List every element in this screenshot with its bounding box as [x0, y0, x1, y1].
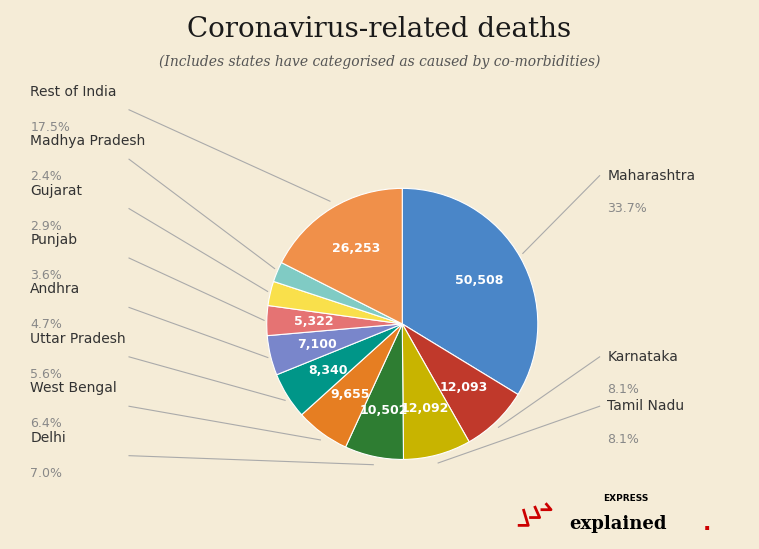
Text: 3.6%: 3.6% [30, 269, 62, 282]
Text: 50,508: 50,508 [455, 274, 503, 287]
Wedge shape [267, 324, 402, 375]
Text: 2.9%: 2.9% [30, 220, 62, 233]
Text: 7,100: 7,100 [297, 338, 336, 351]
Wedge shape [402, 188, 538, 395]
Text: Tamil Nadu: Tamil Nadu [607, 399, 685, 413]
Text: 9,655: 9,655 [330, 388, 370, 401]
Text: Maharashtra: Maharashtra [607, 169, 695, 183]
Wedge shape [282, 188, 402, 324]
Text: 12,092: 12,092 [401, 402, 449, 416]
Text: 33.7%: 33.7% [607, 202, 647, 215]
Text: 8,340: 8,340 [308, 364, 348, 377]
Wedge shape [268, 282, 402, 324]
Text: Rest of India: Rest of India [30, 85, 117, 99]
Text: 12,093: 12,093 [439, 380, 488, 394]
Text: (Includes states have categorised as caused by co-morbidities): (Includes states have categorised as cau… [159, 55, 600, 69]
Text: West Bengal: West Bengal [30, 381, 117, 395]
Text: Karnataka: Karnataka [607, 350, 678, 364]
Text: 26,253: 26,253 [332, 242, 380, 255]
Text: 10,502: 10,502 [360, 404, 408, 417]
Text: Madhya Pradesh: Madhya Pradesh [30, 134, 146, 148]
Wedge shape [402, 324, 469, 460]
Text: 2.4%: 2.4% [30, 170, 62, 183]
Wedge shape [276, 324, 402, 414]
Wedge shape [273, 262, 402, 324]
Text: 5.6%: 5.6% [30, 368, 62, 381]
Text: Gujarat: Gujarat [30, 183, 83, 198]
Wedge shape [266, 305, 402, 335]
Text: Andhra: Andhra [30, 282, 80, 296]
Text: 4.7%: 4.7% [30, 318, 62, 332]
Wedge shape [345, 324, 404, 460]
Text: 5,322: 5,322 [294, 315, 334, 328]
Text: 17.5%: 17.5% [30, 121, 71, 134]
Text: Delhi: Delhi [30, 430, 66, 445]
Wedge shape [402, 324, 518, 442]
Text: Uttar Pradesh: Uttar Pradesh [30, 332, 126, 346]
Text: 7.0%: 7.0% [30, 467, 62, 480]
Text: 6.4%: 6.4% [30, 417, 62, 430]
Text: 8.1%: 8.1% [607, 383, 639, 396]
Text: 8.1%: 8.1% [607, 433, 639, 446]
Wedge shape [301, 324, 402, 447]
Text: explained: explained [569, 515, 666, 533]
Text: .: . [703, 514, 711, 534]
Text: Coronavirus-related deaths: Coronavirus-related deaths [187, 16, 572, 43]
Text: Punjab: Punjab [30, 233, 77, 247]
Text: EXPRESS: EXPRESS [603, 494, 649, 503]
